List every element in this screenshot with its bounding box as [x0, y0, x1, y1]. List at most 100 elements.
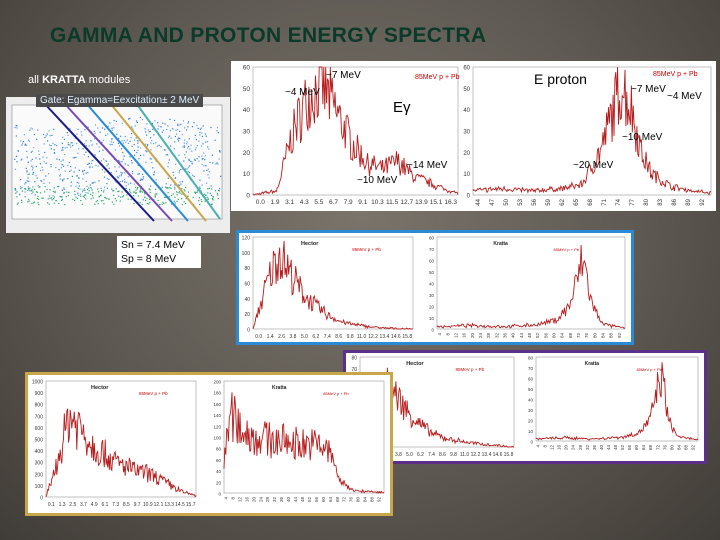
scatter-dot	[37, 129, 39, 131]
separation-energies-box: Sn = 7.4 MeV Sp = 8 MeV	[117, 236, 201, 268]
scatter-dot	[87, 192, 89, 194]
scatter-dot	[127, 183, 129, 185]
blue-kratta-ytick: 0	[431, 328, 434, 333]
scatter-dot	[105, 134, 107, 136]
scatter-dot	[36, 138, 38, 140]
scatter-dot	[49, 189, 51, 191]
purple-hector-xtick: 15.8	[504, 452, 514, 458]
gold-hector-ytick: 300	[35, 461, 44, 467]
scatter-dot	[70, 169, 72, 171]
scatter-dot	[27, 161, 29, 163]
scatter-dot	[54, 152, 56, 155]
scatter-dot	[119, 161, 121, 163]
purple-spectra-panel: 010203040506070800.01.42.63.85.06.27.48.…	[343, 350, 707, 464]
scatter-dot	[101, 141, 103, 143]
scatter-dot	[53, 198, 55, 200]
gold-spectra-panel: 0 100 200 300 400 500 600 700 800 900 1000 0.1 1.3 2.…	[25, 372, 393, 516]
scatter-dot	[29, 129, 31, 131]
scatter-dot	[37, 185, 39, 187]
scatter-dot	[127, 176, 129, 178]
scatter-dot	[187, 166, 189, 168]
scatter-dot	[100, 160, 103, 162]
cut-lines	[43, 102, 221, 222]
scatter-dot	[101, 169, 103, 171]
scatter-dot	[142, 199, 144, 201]
scatter-dot	[128, 118, 130, 120]
scatter-dot	[141, 179, 143, 181]
scatter-dot	[161, 203, 163, 205]
scatter-dot	[70, 146, 72, 148]
scatter-dot	[85, 198, 87, 200]
scatter-dot	[17, 202, 19, 204]
scatter-dot	[119, 200, 121, 202]
scatter-dot	[36, 177, 38, 179]
scatter-dot	[173, 200, 175, 202]
scatter-dot	[16, 161, 18, 163]
scatter-dot	[120, 173, 123, 175]
scatter-dot	[151, 139, 153, 142]
gold-hector-frame	[45, 380, 197, 498]
scatter-dot	[188, 145, 190, 148]
scatter-dot	[133, 144, 135, 146]
scatter-dot	[27, 186, 30, 188]
scatter-dot	[35, 165, 37, 168]
scatter-dot	[125, 181, 128, 183]
scatter-dot	[189, 160, 192, 162]
gold-kratta-xtick: 16	[244, 497, 249, 503]
scatter-dot	[61, 199, 63, 202]
gold-hector-xtick: 4.9	[91, 502, 98, 508]
scatter-dot	[210, 203, 212, 205]
scatter-dot	[174, 177, 177, 179]
scatter-dot	[29, 187, 31, 189]
scatter-dot	[87, 172, 89, 174]
proton-main-xtick: 56	[532, 198, 538, 205]
scatter-dot	[20, 159, 22, 161]
scatter-dot	[177, 137, 180, 139]
scatter-dot	[15, 135, 17, 137]
blue-hector-group: 0 20 40 60 80 100 120 0.0 1.4 2.6 3.8 5.0 6.2 7.4 8.6 9…	[242, 236, 414, 340]
scatter-dot	[105, 160, 107, 162]
proton-main-ytick: 40	[463, 108, 470, 114]
gold-kratta-ytick: 140	[213, 413, 221, 418]
gold-kratta-ytick: 0	[218, 492, 221, 497]
scatter-dot	[137, 164, 139, 166]
scatter-dot	[72, 157, 74, 159]
scatter-dot	[83, 173, 85, 175]
purple-kratta-ytick: 0	[530, 440, 533, 445]
scatter-dot	[44, 151, 46, 154]
scatter-dot	[31, 193, 33, 195]
scatter-dot	[49, 197, 51, 199]
gold-kratta-xtick: 64	[328, 497, 333, 503]
proton-main-xtick: 92	[700, 198, 706, 205]
gold-hector-ytick: 0	[40, 496, 43, 502]
scatter-points	[14, 116, 222, 206]
purple-kratta-xtick: 56	[627, 445, 632, 451]
scatter-dot	[177, 192, 179, 194]
scatter-dot	[61, 196, 63, 198]
scatter-dot	[41, 197, 43, 199]
scatter-dot	[207, 192, 209, 194]
scatter-dot	[220, 175, 222, 177]
scatter-dot	[70, 185, 72, 187]
scatter-dot	[59, 178, 61, 180]
scatter-dot	[203, 152, 205, 154]
scatter-dot	[62, 136, 64, 138]
scatter-dot	[121, 148, 123, 150]
scatter-dot	[179, 181, 181, 183]
proton-main-xtick: 59	[546, 198, 552, 205]
scatter-dot	[174, 186, 176, 188]
scatter-dot	[50, 145, 52, 147]
main-spectra-panel: 0 10 20 30 40 50 60 0.0 1.9 3.1 4.3 5.5 6.7 7.9 9.1 10.…	[231, 61, 716, 211]
scatter-dot	[44, 137, 46, 139]
scatter-dot	[30, 160, 32, 162]
gold-hector-xtick: 1.3	[59, 502, 66, 508]
scatter-dot	[153, 134, 155, 136]
scatter-dot	[208, 187, 210, 189]
scatter-dot	[42, 133, 45, 136]
scatter-dot	[47, 202, 49, 204]
scatter-dot	[115, 200, 117, 202]
scatter-dot	[94, 181, 96, 183]
scatter-dot	[145, 143, 147, 145]
scatter-dot	[145, 131, 147, 133]
scatter-dot	[136, 188, 138, 190]
